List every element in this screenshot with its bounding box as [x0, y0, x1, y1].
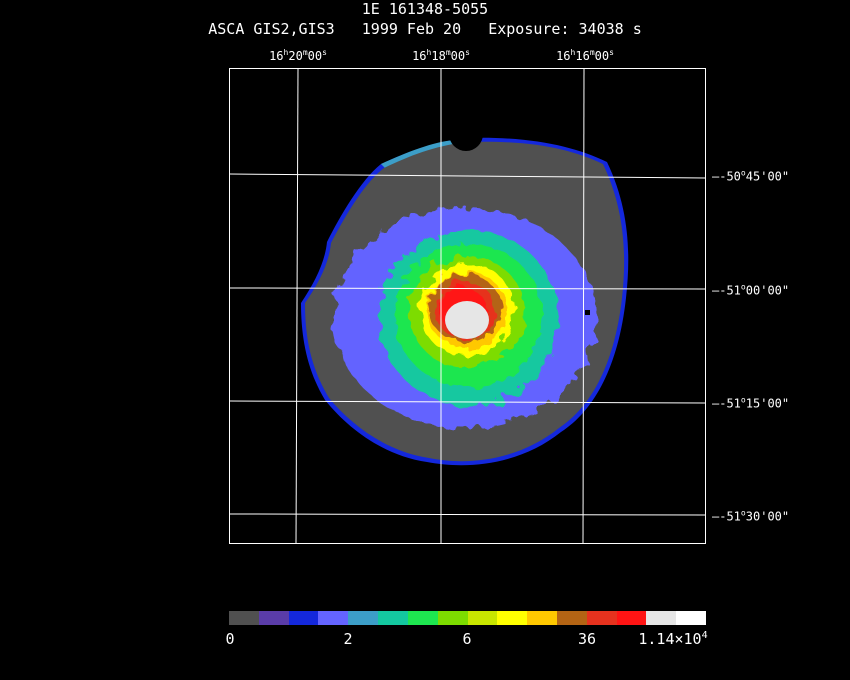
- colorbar-swatch: [586, 611, 617, 625]
- dec-tick-label: –-51o30'00": [712, 508, 790, 524]
- ra-tick-label: 16h18m00s: [412, 48, 470, 63]
- colorbar-swatch: [378, 611, 408, 625]
- colorbar-swatch: [407, 611, 438, 625]
- colorbar-swatch: [288, 611, 319, 625]
- colorbar-swatch: [676, 611, 706, 625]
- colorbar-swatch: [646, 611, 677, 625]
- dark-pixel: [585, 310, 590, 315]
- dec-tick-label: –-51o15'00": [712, 395, 790, 411]
- colorbar-label: 0: [225, 630, 235, 648]
- coordinate-grid: [229, 68, 706, 544]
- colorbar-swatch: [527, 611, 557, 625]
- colorbar-swatch: [258, 611, 289, 625]
- colorbar-swatch: [497, 611, 528, 625]
- ra-tick-label: 16h20m00s: [269, 48, 327, 63]
- colorbar-swatch: [467, 611, 498, 625]
- xray-image-panel: [229, 68, 706, 544]
- exposure-label: Exposure: 34038 s: [488, 20, 642, 38]
- colorbar: [229, 611, 706, 625]
- observation-info: ASCA GIS2,GIS3 1999 Feb 20 Exposure: 340…: [0, 20, 850, 38]
- colorbar-swatch: [318, 611, 349, 625]
- image-title: 1E 161348-5055: [361, 0, 489, 18]
- colorbar-swatch: [437, 611, 468, 625]
- fov-notch: [449, 117, 483, 151]
- colorbar-swatch: [229, 611, 259, 625]
- colorbar-swatch: [556, 611, 587, 625]
- instrument-label: ASCA GIS2,GIS3: [208, 20, 335, 38]
- emission-core: [445, 301, 489, 339]
- ra-tick-label: 16h16m00s: [556, 48, 614, 63]
- date-label: 1999 Feb 20: [361, 20, 462, 38]
- colorbar-label: 6: [462, 630, 472, 648]
- dec-tick-label: –-50o45'00": [712, 168, 790, 184]
- colorbar-label: 2: [343, 630, 353, 648]
- colorbar-swatch: [616, 611, 647, 625]
- dec-tick-label: –-51o00'00": [712, 282, 790, 298]
- colorbar-label-max: 1.14×104: [638, 630, 708, 648]
- colorbar-label: 36: [577, 630, 597, 648]
- colorbar-swatch: [348, 611, 379, 625]
